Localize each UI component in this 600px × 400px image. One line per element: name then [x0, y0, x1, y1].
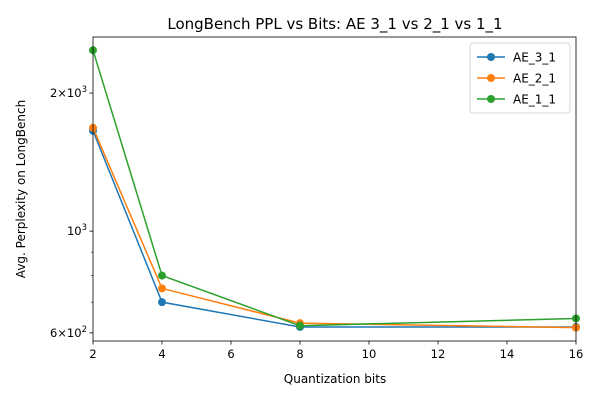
legend-swatch-marker — [487, 74, 495, 82]
y-axis-label: Avg. Perplexity on LongBench — [14, 100, 28, 278]
series-line-AE_1_1 — [92, 49, 577, 327]
plot-frame — [92, 36, 577, 342]
y-tick-label: 103 — [67, 223, 87, 238]
x-tick-label: 14 — [500, 347, 515, 361]
x-tick-label: 16 — [569, 347, 584, 361]
data-point-AE_1_1 — [158, 271, 166, 280]
y-axis-ticks: 6×102 103 2×103 — [50, 85, 93, 340]
data-point-AE_3_1 — [158, 298, 166, 307]
plot-area — [89, 46, 580, 332]
data-point-AE_2_1 — [158, 284, 166, 293]
legend-label: AE_1_1 — [513, 93, 556, 107]
series-line-AE_2_1 — [92, 127, 577, 329]
legend: AE_3_1 AE_2_1 AE_1_1 — [469, 42, 571, 114]
legend-box — [469, 42, 571, 114]
x-tick-label: 12 — [431, 347, 446, 361]
y-tick-label: 2×103 — [50, 85, 87, 100]
x-axis-ticks: 2 4 6 8 10 12 14 16 — [89, 341, 583, 361]
x-axis-label: Quantization bits — [284, 372, 386, 386]
x-tick-label: 2 — [89, 347, 96, 361]
series-line-AE_3_1 — [92, 130, 576, 328]
legend-swatch-marker — [487, 95, 495, 103]
legend-label: AE_3_1 — [513, 51, 556, 65]
legend-label: AE_2_1 — [513, 72, 556, 86]
x-tick-label: 6 — [227, 347, 234, 361]
x-tick-label: 4 — [158, 347, 165, 361]
x-tick-label: 10 — [362, 347, 377, 361]
data-point-AE_1_1 — [296, 321, 304, 330]
y-tick-label: 6×102 — [50, 325, 87, 340]
chart-title: LongBench PPL vs Bits: AE 3_1 vs 2_1 vs … — [167, 15, 502, 34]
legend-swatch-marker — [487, 53, 495, 61]
x-tick-label: 8 — [296, 347, 303, 361]
